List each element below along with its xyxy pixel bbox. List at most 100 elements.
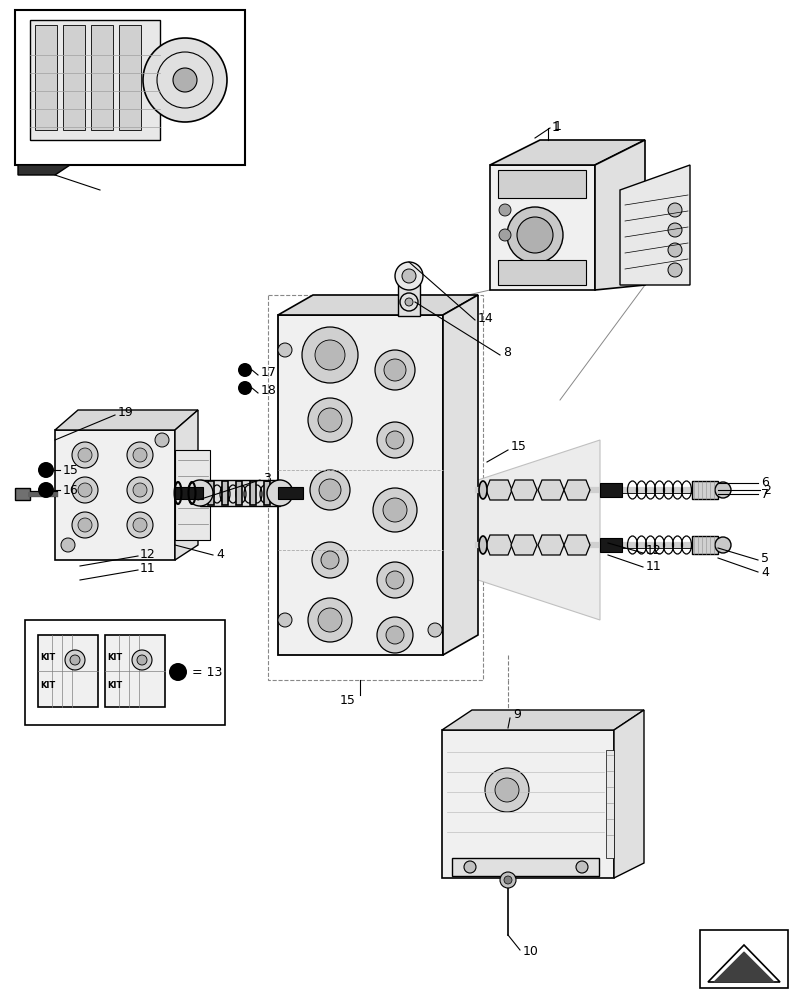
Text: 4: 4	[216, 548, 224, 562]
Circle shape	[667, 223, 681, 237]
Text: 3: 3	[263, 472, 271, 485]
Circle shape	[385, 571, 404, 589]
Circle shape	[376, 422, 413, 458]
Circle shape	[320, 551, 338, 569]
Text: 16: 16	[63, 484, 79, 496]
Polygon shape	[594, 140, 644, 290]
Circle shape	[267, 480, 293, 506]
Circle shape	[238, 381, 251, 395]
Circle shape	[383, 498, 406, 522]
Circle shape	[495, 778, 518, 802]
Circle shape	[72, 442, 98, 468]
Circle shape	[155, 433, 169, 447]
Polygon shape	[620, 165, 689, 285]
Bar	[15, 488, 30, 500]
Bar	[25, 620, 225, 725]
Polygon shape	[510, 535, 536, 555]
Circle shape	[575, 861, 587, 873]
Polygon shape	[564, 480, 590, 500]
Circle shape	[385, 626, 404, 644]
Circle shape	[78, 448, 92, 462]
Circle shape	[463, 861, 475, 873]
Ellipse shape	[478, 481, 487, 499]
Polygon shape	[55, 430, 175, 560]
Bar	[605, 750, 613, 858]
Circle shape	[504, 876, 512, 884]
Text: KIT: KIT	[107, 680, 122, 690]
Polygon shape	[486, 535, 512, 555]
Polygon shape	[538, 480, 564, 500]
Circle shape	[376, 562, 413, 598]
Bar	[599, 538, 621, 552]
Circle shape	[72, 477, 98, 503]
Polygon shape	[175, 410, 198, 560]
Circle shape	[667, 243, 681, 257]
Bar	[175, 450, 210, 540]
Circle shape	[307, 598, 351, 642]
Text: KIT: KIT	[40, 654, 55, 662]
Circle shape	[310, 470, 350, 510]
Circle shape	[70, 655, 80, 665]
Bar	[221, 481, 228, 505]
Circle shape	[132, 650, 152, 670]
Polygon shape	[510, 480, 536, 500]
Circle shape	[38, 462, 54, 478]
Circle shape	[187, 480, 212, 506]
Polygon shape	[538, 535, 564, 555]
Circle shape	[384, 359, 406, 381]
Circle shape	[401, 269, 415, 283]
Circle shape	[319, 479, 341, 501]
Polygon shape	[486, 480, 512, 500]
Text: 7: 7	[760, 488, 768, 500]
Bar	[277, 487, 303, 499]
Bar	[497, 260, 586, 285]
Polygon shape	[489, 140, 644, 165]
Bar	[200, 480, 280, 506]
Circle shape	[394, 262, 423, 290]
Bar	[15, 10, 245, 165]
Bar	[30, 20, 160, 140]
Circle shape	[400, 293, 418, 311]
Bar	[63, 25, 85, 130]
Bar	[236, 481, 242, 505]
Circle shape	[133, 448, 147, 462]
Bar	[250, 481, 255, 505]
Circle shape	[72, 512, 98, 538]
Bar	[497, 170, 586, 198]
Circle shape	[375, 350, 414, 390]
Ellipse shape	[478, 536, 487, 554]
Polygon shape	[478, 440, 599, 620]
Circle shape	[405, 298, 413, 306]
Circle shape	[667, 203, 681, 217]
Bar	[691, 481, 717, 499]
Text: 15: 15	[63, 464, 79, 477]
Circle shape	[137, 655, 147, 665]
Circle shape	[277, 343, 292, 357]
Text: KIT: KIT	[107, 654, 122, 662]
Circle shape	[307, 398, 351, 442]
Circle shape	[238, 363, 251, 377]
Polygon shape	[489, 165, 594, 290]
Text: 18: 18	[260, 384, 277, 397]
Circle shape	[127, 442, 152, 468]
Circle shape	[318, 608, 341, 632]
Text: 14: 14	[478, 312, 493, 324]
Bar	[441, 730, 613, 878]
Bar	[699, 930, 787, 988]
Polygon shape	[55, 410, 198, 430]
Bar	[452, 858, 599, 876]
Circle shape	[78, 518, 92, 532]
Circle shape	[133, 483, 147, 497]
Text: 1: 1	[551, 121, 560, 134]
Circle shape	[78, 483, 92, 497]
Text: 1: 1	[553, 120, 561, 133]
Circle shape	[714, 482, 730, 498]
Text: = 13: = 13	[191, 666, 222, 678]
Bar	[91, 25, 113, 130]
Bar	[208, 481, 214, 505]
Text: 15: 15	[340, 694, 355, 706]
Circle shape	[315, 340, 345, 370]
Polygon shape	[613, 710, 643, 878]
Circle shape	[372, 488, 417, 532]
Bar	[35, 25, 57, 130]
